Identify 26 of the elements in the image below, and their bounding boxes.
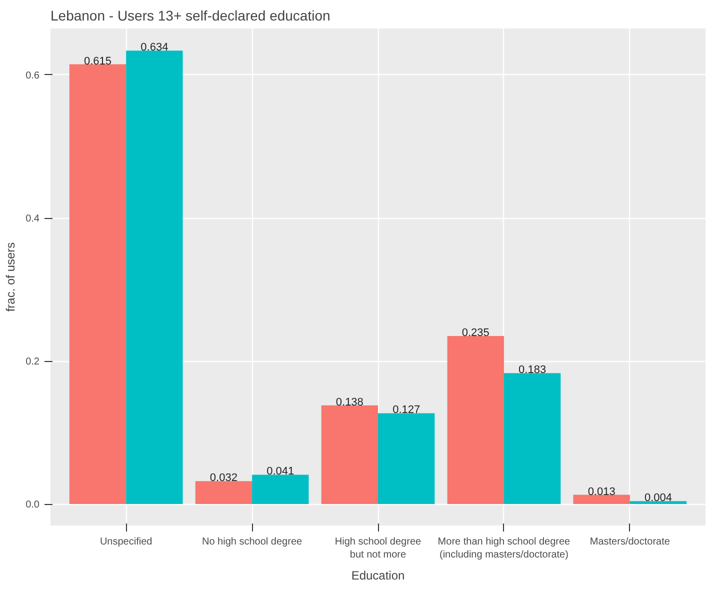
x-tick-label: Unspecified (100, 536, 152, 548)
bar (378, 413, 435, 504)
data-label: 0.032 (210, 472, 238, 484)
bar (195, 481, 252, 504)
y-tick-label: 0.2 (26, 356, 40, 368)
bar (69, 64, 126, 504)
data-label: 0.615 (84, 55, 112, 68)
data-label: 0.138 (336, 396, 364, 408)
y-tick-label: 0.6 (26, 70, 40, 82)
bar (447, 336, 504, 504)
chart-title: Lebanon - Users 13+ self-declared education (50, 8, 330, 24)
y-tick-label: 0.0 (26, 500, 40, 511)
bar (573, 494, 630, 504)
data-label: 0.013 (588, 486, 616, 498)
data-label: 0.235 (462, 326, 490, 339)
y-axis-title: frac. of users (4, 242, 18, 312)
bar (504, 373, 561, 504)
bar (252, 474, 309, 504)
x-axis-title: Education (351, 568, 405, 583)
x-tick-label: High school degree but not more (334, 536, 422, 561)
y-tick-label: 0.4 (26, 214, 40, 225)
x-tick-label: Masters/doctorate (590, 536, 670, 548)
bar (321, 405, 378, 504)
bar (126, 50, 183, 504)
x-tick-label: More than high school degree (including masters/doctorate) (438, 536, 571, 561)
x-tick-label: No high school degree (202, 536, 303, 548)
